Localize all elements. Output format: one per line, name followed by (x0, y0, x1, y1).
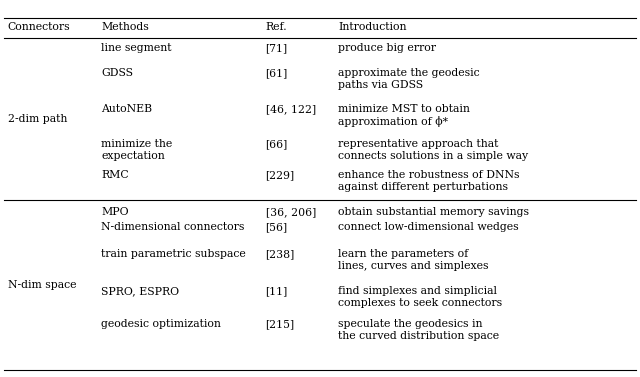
Text: [229]: [229] (266, 170, 295, 180)
Text: find simplexes and simplicial
complexes to seek connectors: find simplexes and simplicial complexes … (338, 286, 502, 308)
Text: Ref.: Ref. (266, 22, 287, 32)
Text: GDSS: GDSS (101, 68, 133, 78)
Text: 2-dim path: 2-dim path (8, 114, 67, 124)
Text: [215]: [215] (266, 319, 295, 329)
Text: Methods: Methods (101, 22, 149, 32)
Text: line segment: line segment (101, 43, 172, 53)
Text: [61]: [61] (266, 68, 288, 78)
Text: geodesic optimization: geodesic optimization (101, 319, 221, 329)
Text: AutoNEB: AutoNEB (101, 104, 152, 114)
Text: [46, 122]: [46, 122] (266, 104, 316, 114)
Text: RMC: RMC (101, 170, 129, 180)
Text: MPO: MPO (101, 207, 129, 217)
Text: [36, 206]: [36, 206] (266, 207, 316, 217)
Text: [56]: [56] (266, 222, 288, 232)
Text: learn the parameters of
lines, curves and simplexes: learn the parameters of lines, curves an… (338, 249, 488, 271)
Text: produce big error: produce big error (338, 43, 436, 53)
Text: representative approach that
connects solutions in a simple way: representative approach that connects so… (338, 139, 528, 161)
Text: N-dim space: N-dim space (8, 280, 76, 290)
Text: connect low-dimensional wedges: connect low-dimensional wedges (338, 222, 518, 232)
Text: Introduction: Introduction (338, 22, 406, 32)
Text: [71]: [71] (266, 43, 288, 53)
Text: minimize the
expectation: minimize the expectation (101, 139, 172, 161)
Text: Connectors: Connectors (8, 22, 70, 32)
Text: [66]: [66] (266, 139, 288, 149)
Text: SPRO, ESPRO: SPRO, ESPRO (101, 286, 179, 296)
Text: train parametric subspace: train parametric subspace (101, 249, 246, 259)
Text: approximate the geodesic
paths via GDSS: approximate the geodesic paths via GDSS (338, 68, 479, 90)
Text: obtain substantial memory savings: obtain substantial memory savings (338, 207, 529, 217)
Text: minimize MST to obtain
approximation of ϕ*: minimize MST to obtain approximation of … (338, 104, 470, 127)
Text: speculate the geodesics in
the curved distribution space: speculate the geodesics in the curved di… (338, 319, 499, 340)
Text: [238]: [238] (266, 249, 295, 259)
Text: enhance the robustness of DNNs
against different perturbations: enhance the robustness of DNNs against d… (338, 170, 520, 192)
Text: N-dimensional connectors: N-dimensional connectors (101, 222, 244, 232)
Text: [11]: [11] (266, 286, 288, 296)
